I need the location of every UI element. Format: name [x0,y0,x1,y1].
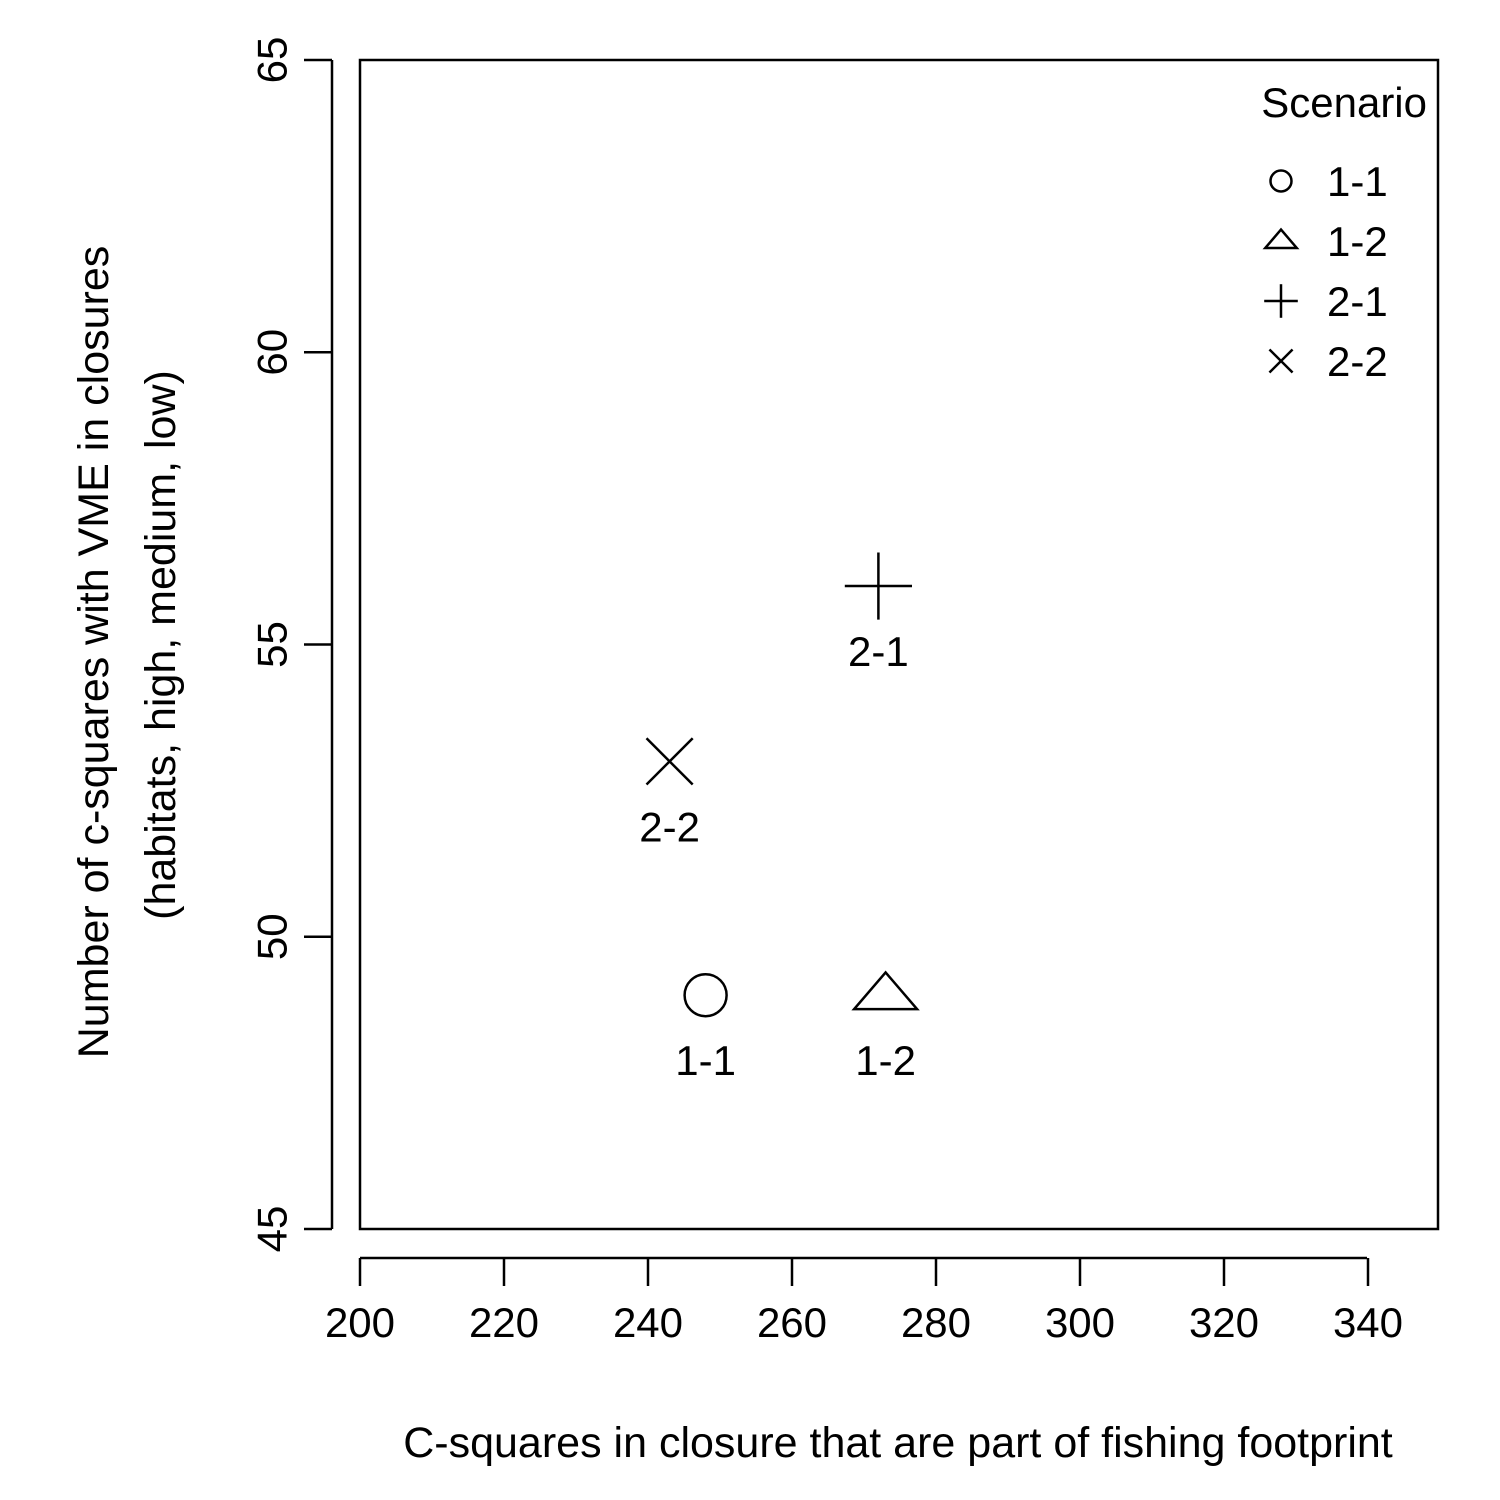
point-label: 2-1 [848,628,909,675]
y-axis-title-line1: Number of c-squares with VME in closures [70,246,118,1059]
x-axis-title: C-squares in closure that are part of fi… [403,1419,1393,1467]
x-tick-label: 240 [613,1299,683,1346]
legend-marker-2-1 [1264,284,1298,318]
legend-marker-1-2 [1262,227,1300,250]
legend-entry-label: 2-1 [1327,278,1388,325]
x-tick-label: 260 [757,1299,827,1346]
legend-entry-label: 1-2 [1327,218,1388,265]
y-tick-label: 50 [249,913,296,960]
y-tick-label: 45 [249,1206,296,1253]
legend-entry-label: 2-2 [1327,338,1388,385]
x-ticks: 200 220 240 260 280 300 320 340 [325,1258,1403,1346]
x-tick-label: 280 [901,1299,971,1346]
x-tick-label: 200 [325,1299,395,1346]
point-label: 1-2 [855,1037,916,1084]
legend-marker-1-1 [1269,169,1293,193]
y-ticks: 45 50 55 60 65 [249,37,332,1253]
x-tick-label: 340 [1333,1299,1403,1346]
legend-marker-2-2 [1268,348,1294,374]
point-marker-2-1 [844,552,912,620]
y-tick-label: 60 [249,329,296,376]
x-tick-label: 300 [1045,1299,1115,1346]
legend: Scenario 1-1 1-2 2-1 2-2 [1261,79,1427,385]
legend-title: Scenario [1261,79,1427,126]
point-label: 1-1 [675,1037,736,1084]
legend-entry-label: 1-1 [1327,158,1388,205]
point-marker-2-2 [645,737,694,786]
point-marker-1-1 [683,972,728,1018]
point-marker-1-2 [851,970,920,1011]
plot-frame [358,58,1440,1231]
data-points: 1-1 1-2 2-1 2-2 [639,552,920,1084]
x-tick-label: 220 [469,1299,539,1346]
y-tick-label: 55 [249,621,296,668]
x-tick-label: 320 [1189,1299,1259,1346]
point-label: 2-2 [639,803,700,850]
y-tick-label: 65 [249,37,296,84]
y-axis-title-line2: (habitats, high, medium, low) [137,370,185,920]
